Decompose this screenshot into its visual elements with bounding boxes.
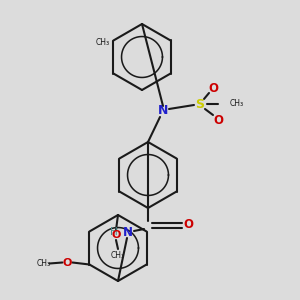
Text: N: N xyxy=(158,104,168,118)
Text: CH₃: CH₃ xyxy=(230,100,244,109)
Text: N: N xyxy=(123,226,133,238)
Text: CH₃: CH₃ xyxy=(36,259,50,268)
Text: O: O xyxy=(183,218,193,230)
Text: S: S xyxy=(196,98,205,110)
Text: O: O xyxy=(111,230,121,240)
Text: O: O xyxy=(63,257,72,268)
Text: H: H xyxy=(110,227,118,237)
Text: O: O xyxy=(208,82,218,94)
Text: O: O xyxy=(213,113,223,127)
Text: CH₃: CH₃ xyxy=(111,251,125,260)
Text: CH₃: CH₃ xyxy=(95,38,110,47)
